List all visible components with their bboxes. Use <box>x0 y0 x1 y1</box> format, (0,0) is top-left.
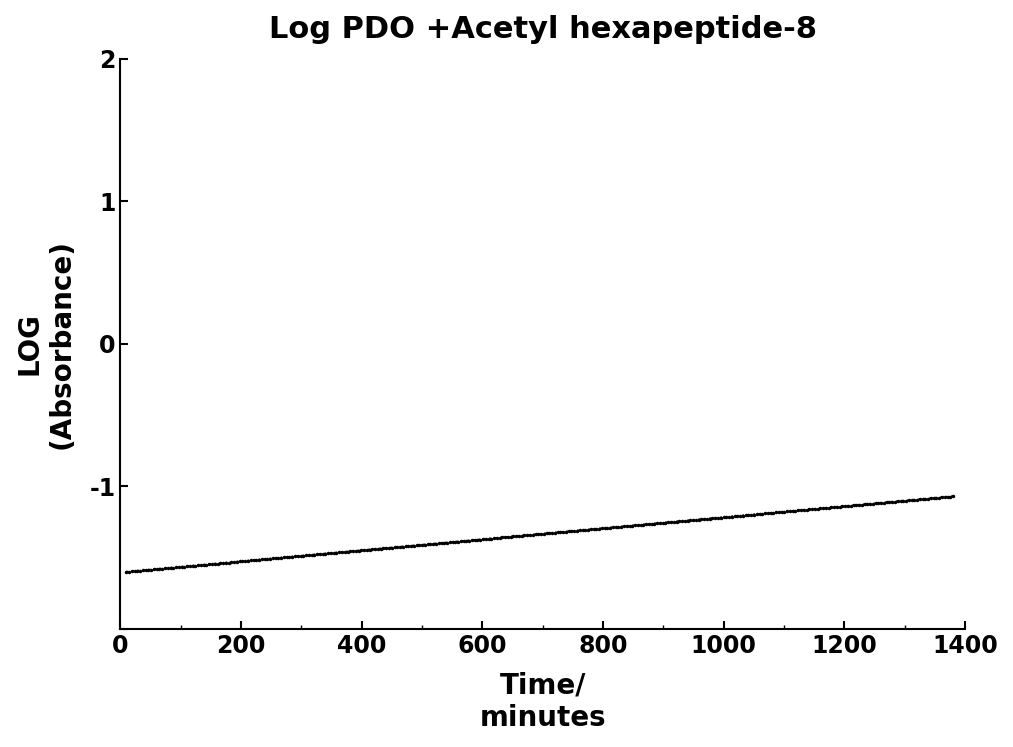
Title: Log PDO +Acetyl hexapeptide-8: Log PDO +Acetyl hexapeptide-8 <box>268 15 816 44</box>
X-axis label: Time/
minutes: Time/ minutes <box>479 672 606 732</box>
Y-axis label: LOG
(Absorbance): LOG (Absorbance) <box>15 239 75 449</box>
